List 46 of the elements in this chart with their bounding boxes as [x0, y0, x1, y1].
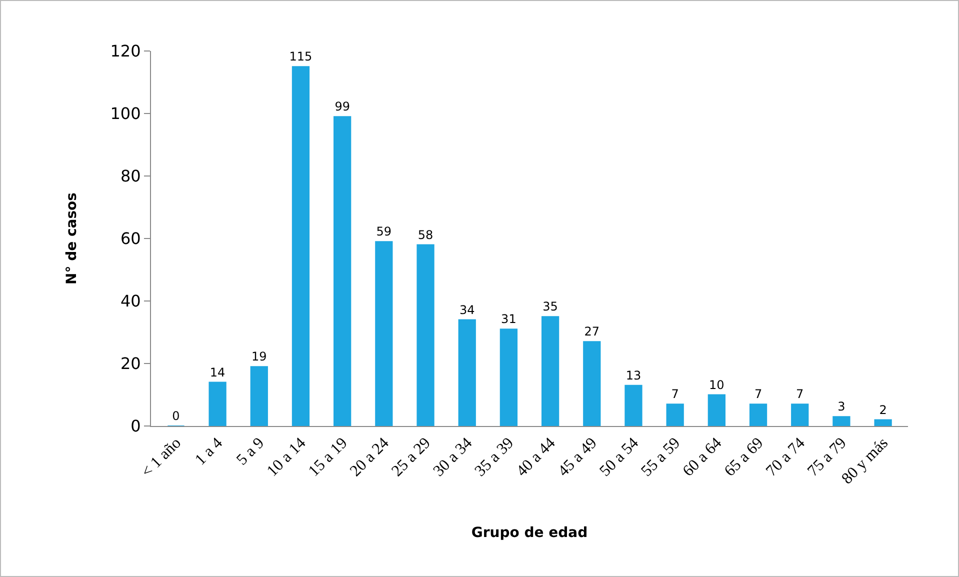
bar	[375, 241, 393, 426]
y-tick-label: 80	[120, 166, 141, 186]
data-label: 34	[459, 302, 475, 317]
bar	[500, 328, 518, 426]
y-tick-label: 60	[120, 229, 141, 248]
y-tick-label: 100	[110, 104, 141, 124]
bar	[250, 366, 268, 426]
data-label: 99	[334, 100, 350, 114]
data-label: 35	[542, 300, 558, 314]
y-tick-label: 40	[120, 292, 141, 311]
bar	[749, 404, 768, 426]
x-axis-title: Grupo de edad	[471, 524, 588, 541]
data-label: 31	[501, 312, 516, 326]
data-label: 7	[671, 387, 679, 402]
bar	[791, 404, 809, 426]
data-label: 2	[879, 402, 887, 417]
bar	[666, 404, 684, 426]
bar	[541, 316, 560, 426]
x-tick-label: 1 a 4	[192, 434, 226, 469]
bar	[334, 116, 352, 426]
data-label: 10	[709, 378, 724, 392]
data-label: 27	[584, 324, 600, 339]
data-label: 13	[626, 368, 642, 382]
bar	[832, 416, 850, 426]
data-label: 7	[796, 387, 804, 402]
y-axis-title: N° de casos	[64, 192, 80, 285]
data-label: 3	[838, 400, 846, 414]
data-label: 58	[418, 228, 434, 242]
bar	[708, 394, 726, 426]
data-label: 59	[376, 224, 392, 239]
bar	[583, 341, 601, 426]
data-label: 14	[210, 365, 226, 380]
bar	[208, 382, 226, 426]
data-label: 7	[754, 387, 762, 402]
x-tick-label: < 1 año	[138, 434, 184, 481]
data-label: 19	[252, 350, 267, 364]
y-tick-label: 120	[110, 42, 141, 61]
bar	[416, 244, 434, 426]
data-label: 115	[289, 50, 312, 64]
y-tick-label: 0	[130, 416, 141, 436]
data-label: 0	[172, 409, 180, 423]
bar	[874, 419, 892, 426]
bar	[292, 66, 310, 426]
bar	[458, 319, 476, 426]
bar	[624, 384, 642, 426]
y-tick-label: 20	[120, 354, 141, 374]
